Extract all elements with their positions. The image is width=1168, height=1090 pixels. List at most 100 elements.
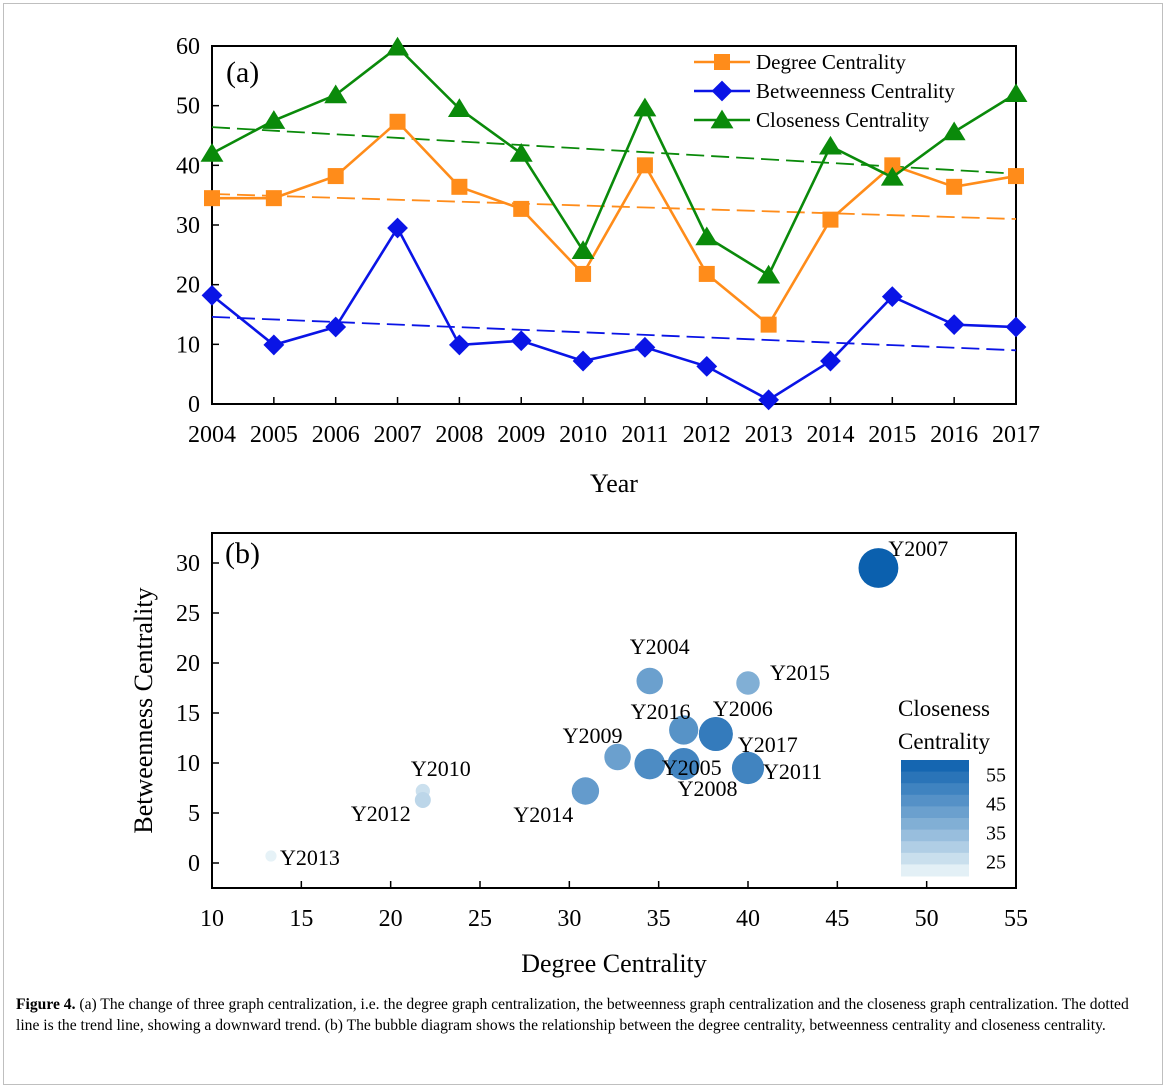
trend-line [211, 315, 1017, 352]
legend-marker [714, 54, 730, 70]
x-tick-label-a: 2004 [188, 422, 236, 448]
bubble-label: Y2008 [678, 776, 738, 801]
x-tick-label-b: 10 [200, 906, 224, 932]
y-axis-label-b: Betweenness Centrality [129, 587, 158, 833]
data-point [263, 334, 285, 356]
data-point [572, 350, 594, 372]
x-tick-label-a: 2013 [745, 422, 793, 448]
colorbar-swatch [901, 771, 969, 784]
data-point [695, 226, 719, 246]
data-point [448, 334, 470, 356]
data-point [451, 178, 468, 195]
y-tick-label-a: 50 [176, 94, 200, 120]
colorbar-swatch [901, 783, 969, 796]
colorbar-swatch [901, 852, 969, 865]
panel-b-bubble-chart: 0 5 10 15 20 25 30 10 15 20 25 30 35 40 45 50 55 Degree C… [129, 532, 1028, 978]
legend-marker [711, 80, 733, 102]
data-point [447, 98, 471, 117]
y-tick-label-a: 0 [188, 392, 200, 418]
x-tick-label-a: 2010 [559, 422, 607, 448]
colorbar-swatch [901, 841, 969, 854]
x-tick-label-a: 2009 [497, 422, 545, 448]
y-tick-label-a: 60 [176, 34, 200, 60]
panel-label-b: (b) [225, 537, 260, 570]
colorbar-swatch [901, 806, 969, 819]
bubble [636, 667, 663, 695]
x-tick-label-b: 30 [557, 906, 581, 932]
data-point [387, 217, 408, 239]
legend-label: Betweenness Centrality [756, 79, 955, 103]
y-tick-label-a: 30 [176, 213, 200, 239]
y-tick-label-b: 15 [176, 701, 200, 727]
data-point [884, 157, 901, 174]
legend-label: Closeness Centrality [756, 108, 930, 132]
data-point [696, 356, 718, 377]
y-tick-label-b: 5 [188, 801, 200, 827]
data-point [880, 166, 904, 186]
bubble [634, 748, 666, 780]
data-point [513, 200, 530, 217]
data-point [575, 265, 592, 282]
bubble-label: Y2004 [630, 634, 690, 659]
trend-line [211, 193, 1017, 220]
y-tick-label-b: 10 [176, 751, 200, 777]
data-point [200, 143, 224, 162]
colorbar-title: Centrality [898, 729, 990, 754]
x-tick-label-b: 40 [736, 906, 760, 932]
data-point [389, 113, 406, 130]
y-tick-label-b: 25 [176, 601, 200, 627]
data-point [509, 143, 533, 162]
data-point [327, 168, 344, 185]
bubble [858, 548, 899, 588]
x-tick-label-a: 2008 [435, 422, 483, 448]
bubble-label: Y2014 [513, 802, 573, 827]
bubble [731, 751, 765, 785]
bubble [667, 747, 700, 781]
x-tick-label-b: 50 [915, 906, 939, 932]
data-point [758, 389, 780, 411]
data-point [636, 157, 653, 174]
data-point [386, 36, 409, 56]
bubble [571, 777, 600, 805]
data-point [571, 240, 595, 259]
bubble [265, 850, 277, 862]
y-tick-label-a: 40 [176, 153, 200, 179]
data-point [819, 135, 842, 155]
trend-line [211, 126, 1017, 175]
x-axis-label-a: Year [590, 469, 638, 498]
data-point [946, 178, 963, 195]
data-point [881, 286, 903, 307]
bubble-label: Y2011 [763, 759, 822, 784]
x-tick-label-a: 2014 [806, 422, 854, 448]
y-tick-label-a: 20 [176, 273, 200, 299]
panel-a-line-chart: 0 10 20 30 40 50 60 2004 2005 2006 2007 2008 2009 201… [176, 34, 1040, 498]
data-point [204, 190, 220, 207]
bubble [669, 715, 699, 745]
x-tick-label-a: 2015 [868, 422, 916, 448]
caption-text: (a) The change of three graph centraliza… [16, 996, 1129, 1034]
bubble-label: Y2017 [738, 732, 798, 757]
series-line [212, 119, 1017, 327]
caption-label: Figure 4. [16, 996, 76, 1013]
bubble-label: Y2009 [563, 723, 623, 748]
data-point [1004, 83, 1028, 103]
bubble-label: Y2012 [351, 801, 411, 826]
legend-label: Degree Centrality [756, 50, 906, 74]
x-tick-label-b: 20 [379, 906, 403, 932]
bubble-label: Y2013 [280, 845, 340, 870]
legend-marker [710, 109, 734, 129]
bubble [414, 792, 431, 808]
x-tick-label-a: 2006 [312, 422, 360, 448]
series-line [211, 45, 1017, 277]
x-tick-label-a: 2017 [992, 422, 1040, 448]
bubble [604, 743, 631, 771]
colorbar-swatch [901, 818, 969, 831]
data-point [820, 350, 841, 372]
x-axis-label-b: Degree Centrality [521, 949, 707, 978]
x-tick-label-a: 2007 [374, 422, 422, 448]
bubble-label: Y2006 [713, 696, 773, 721]
data-point [943, 314, 965, 336]
bubble-label: Y2010 [411, 756, 471, 781]
